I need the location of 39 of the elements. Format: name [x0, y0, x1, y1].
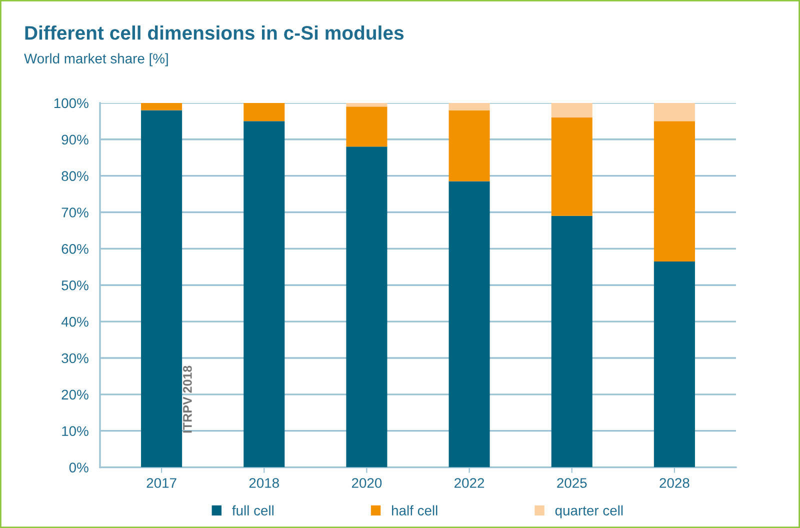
y-tick-label: 0%	[69, 462, 88, 472]
chart-subtitle: World market share [%]	[24, 53, 168, 66]
bar	[448, 102, 490, 110]
bar	[244, 102, 285, 122]
bar	[654, 102, 695, 122]
y-tick-label: 80%	[62, 171, 88, 181]
x-tick-label: 2025	[557, 478, 587, 488]
bar	[448, 181, 490, 468]
bar	[141, 102, 182, 110]
chart-title: Different cell dimensions in c-Si modules	[25, 26, 404, 40]
bar	[346, 102, 388, 107]
bar	[551, 118, 592, 216]
y-tick-label: 60%	[62, 244, 88, 254]
x-tick-label: 2018	[249, 478, 279, 488]
legend-label: half cell	[392, 505, 438, 516]
legend-label: full cell	[232, 505, 274, 516]
bar	[346, 106, 388, 147]
y-tick-label: 40%	[61, 316, 88, 327]
bar	[448, 110, 490, 182]
y-tick-label: 20%	[62, 390, 88, 400]
y-tick-label: 50%	[62, 280, 88, 290]
bar	[551, 216, 592, 468]
annotation: ITRPV 2018	[183, 366, 192, 433]
y-tick-label: 10%	[62, 426, 88, 436]
bar	[346, 146, 388, 468]
legend-label: quarter cell	[555, 505, 623, 518]
x-tick-label: 2022	[454, 478, 484, 488]
y-tick-label: 30%	[62, 353, 88, 364]
x-tick-label: 2028	[660, 478, 690, 488]
bar	[654, 121, 695, 262]
y-tick-label: 70%	[62, 208, 88, 218]
x-tick-label: 2020	[352, 478, 382, 488]
bar	[654, 261, 695, 468]
y-tick-label: 100%	[54, 98, 88, 108]
bar	[244, 121, 285, 468]
y-tick-label: 90%	[62, 134, 88, 145]
bar	[141, 110, 182, 468]
bar	[551, 102, 592, 118]
x-tick-label: 2017	[146, 478, 176, 488]
